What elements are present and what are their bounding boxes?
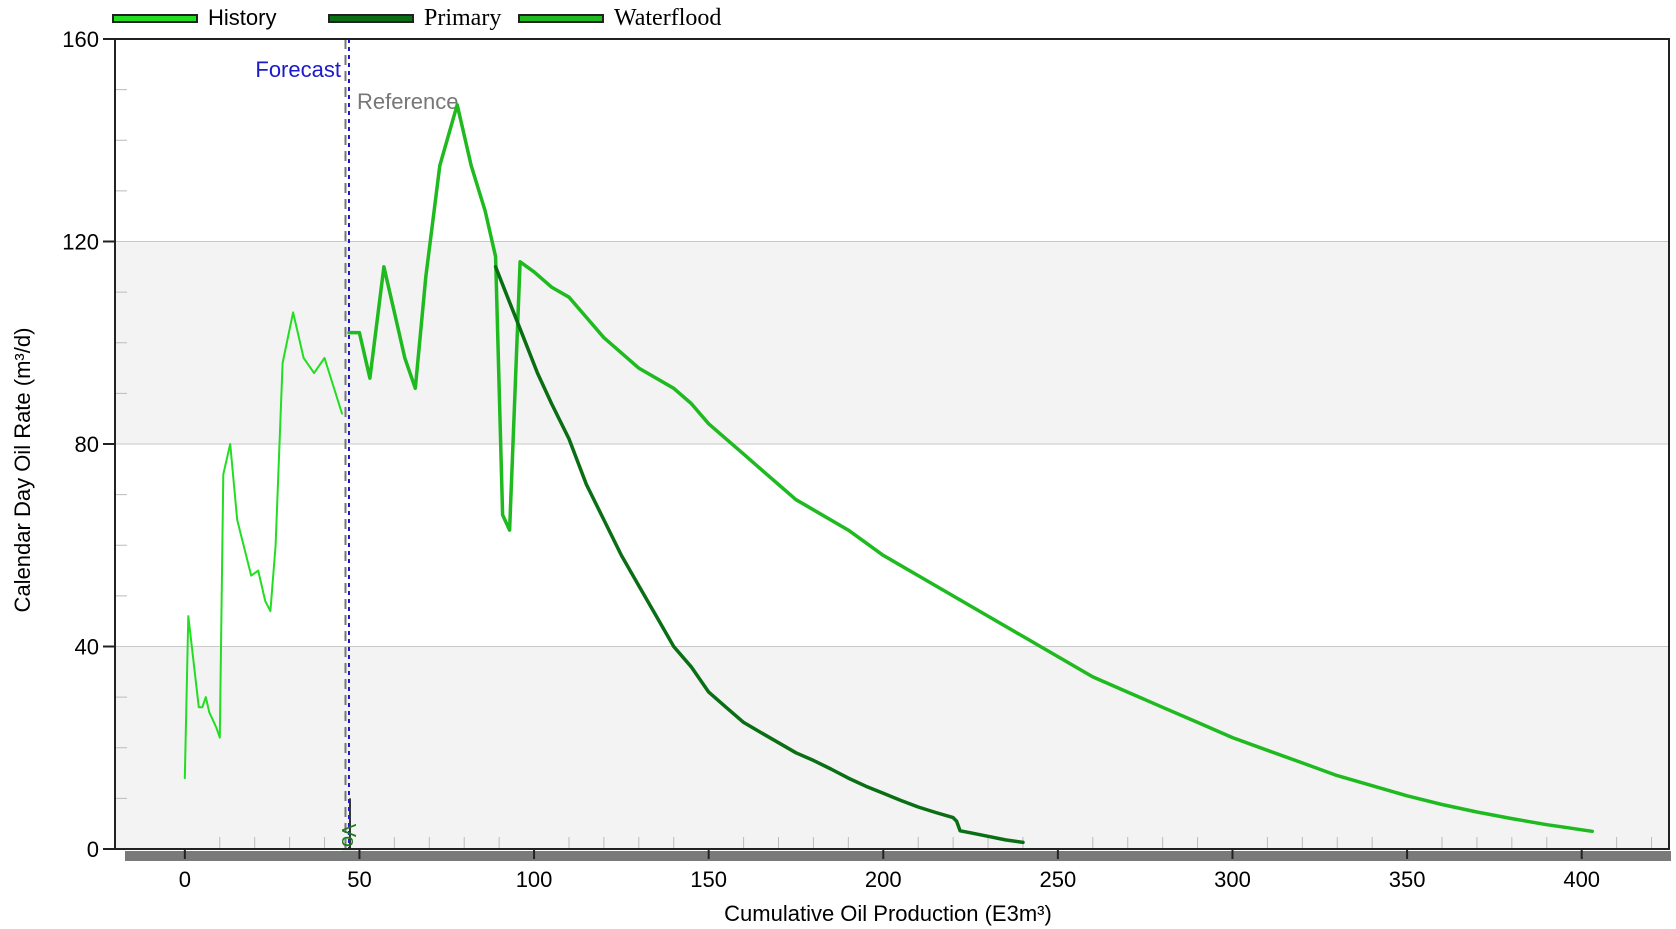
x-tick-label: 300 — [1214, 867, 1251, 892]
legend-label-waterflood: Waterflood — [614, 4, 722, 31]
legend-label-history: History — [208, 5, 277, 30]
vol-label: Vol — [337, 824, 359, 852]
band — [115, 646, 1669, 849]
series-primary-line — [493, 265, 1025, 845]
y-tick-label: 0 — [87, 837, 99, 862]
primary-swatch — [328, 13, 414, 23]
reference-label: Reference — [357, 89, 459, 114]
waterflood-swatch — [518, 13, 604, 23]
minor-ticks — [115, 89, 1653, 849]
y-axis-label: Calendar Day Oil Rate (m³/d) — [10, 328, 35, 613]
y-tick-label: 160 — [62, 27, 99, 52]
legend-item-primary[interactable]: Primary — [328, 4, 501, 32]
legend-item-waterflood[interactable]: Waterflood — [518, 4, 721, 32]
y-tick-label: 80 — [75, 432, 99, 457]
x-tick-label: 400 — [1563, 867, 1600, 892]
series-lines — [183, 103, 1594, 845]
y-tick-label: 120 — [62, 230, 99, 255]
gridlines — [115, 241, 1669, 647]
axes — [103, 38, 1670, 859]
x-axis-label: Cumulative Oil Production (E3m³) — [724, 901, 1052, 926]
series-waterflood-line — [347, 103, 1594, 834]
reference-markers: Forecast Reference Vol — [255, 39, 458, 852]
tick-labels: 0 40 80 120 160 0 50 100 150 200 250 300 350 400 — [62, 27, 1600, 892]
x-tick-label: 350 — [1389, 867, 1426, 892]
axis-shadow — [125, 851, 1671, 861]
legend-item-history[interactable]: History — [112, 4, 276, 32]
x-tick-label: 250 — [1040, 867, 1077, 892]
history-swatch — [112, 13, 198, 23]
forecast-label: Forecast — [255, 57, 341, 82]
x-tick-label: 100 — [516, 867, 553, 892]
x-tick-label: 50 — [347, 867, 371, 892]
legend-label-primary: Primary — [424, 4, 502, 31]
series-history-line — [183, 311, 343, 780]
x-tick-label: 200 — [865, 867, 902, 892]
x-tick-label: 150 — [690, 867, 727, 892]
x-tick-label: 0 — [179, 867, 191, 892]
y-tick-label: 40 — [75, 635, 99, 660]
